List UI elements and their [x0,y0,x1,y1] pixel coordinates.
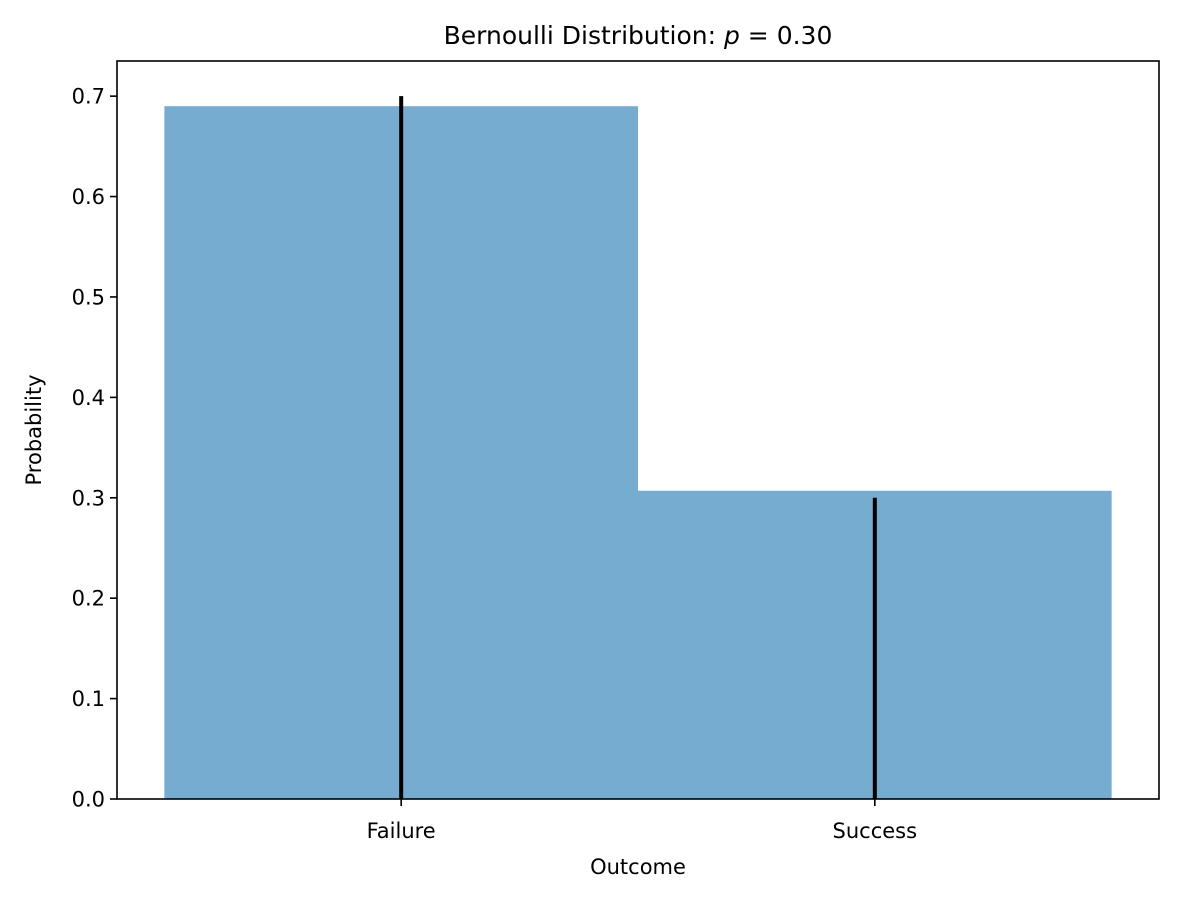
y-tick-label: 0.1 [72,687,105,711]
y-tick-label: 0.0 [72,788,105,812]
y-tick-label: 0.5 [72,285,105,309]
y-tick-label: 0.4 [72,386,105,410]
title-variable: p [723,21,740,50]
title-suffix: = 0.30 [740,21,833,50]
x-axis-label: Outcome [590,855,686,879]
y-tick-label: 0.7 [72,85,105,109]
y-tick-label: 0.6 [72,185,105,209]
y-axis-label: Probability [22,374,46,485]
stems-layer [399,96,877,799]
y-tick-label: 0.3 [72,486,105,510]
x-axis-ticks: Failure Success [367,799,917,843]
y-axis-ticks: 0.0 0.1 0.2 0.3 0.4 0.5 0.6 0.7 [72,85,117,812]
y-tick-label: 0.2 [72,587,105,611]
x-tick-label: Failure [367,819,436,843]
title-prefix: Bernoulli Distribution: [444,21,724,50]
chart-title: Bernoulli Distribution: p = 0.30 [444,21,833,50]
x-tick-label: Success [833,819,918,843]
plot-frame [116,60,1160,800]
